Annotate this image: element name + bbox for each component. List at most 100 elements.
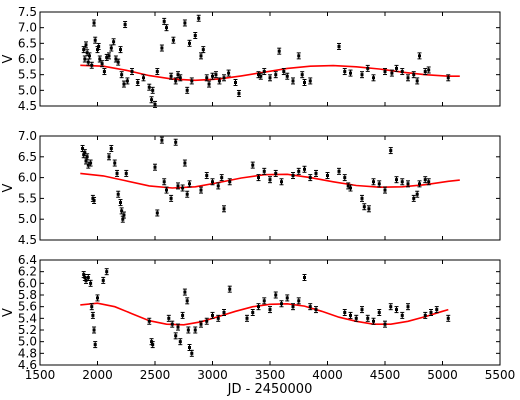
- data-point: [268, 74, 272, 82]
- marker: [101, 278, 105, 282]
- marker: [120, 73, 124, 77]
- marker: [423, 178, 427, 182]
- marker: [367, 207, 371, 211]
- marker: [429, 311, 433, 314]
- marker: [282, 70, 286, 74]
- marker: [205, 174, 209, 178]
- marker: [185, 299, 189, 303]
- data-point: [273, 71, 278, 79]
- data-point: [182, 159, 187, 167]
- y-tick-label: 4.6: [18, 358, 37, 372]
- marker: [245, 316, 249, 320]
- marker: [201, 48, 205, 52]
- data-point: [199, 320, 203, 328]
- marker: [400, 313, 404, 317]
- data-point: [371, 74, 376, 82]
- data-point: [119, 71, 124, 79]
- marker: [100, 62, 104, 66]
- marker: [377, 182, 381, 186]
- data-point: [308, 174, 313, 182]
- marker: [251, 311, 255, 314]
- marker: [120, 209, 124, 213]
- data-point: [88, 159, 93, 167]
- data-point: [222, 205, 226, 213]
- data-point: [92, 196, 97, 204]
- data-point: [216, 182, 221, 190]
- fit-curve: [80, 302, 449, 326]
- marker: [257, 305, 260, 309]
- data-point: [92, 326, 97, 334]
- marker: [303, 167, 306, 171]
- data-point: [149, 96, 154, 104]
- marker: [268, 178, 272, 182]
- data-point: [423, 68, 428, 76]
- marker: [155, 70, 159, 74]
- data-point: [394, 306, 399, 314]
- data-point: [325, 172, 330, 180]
- data-point: [101, 276, 106, 284]
- panel-3: 4.64.85.05.25.45.65.86.06.26.4 1500 2000 25…: [1, 253, 515, 382]
- marker: [285, 296, 289, 300]
- x-tick-label: 4000: [312, 368, 343, 382]
- marker: [412, 196, 416, 200]
- marker: [122, 213, 126, 217]
- y-tick-label: 5.6: [18, 300, 37, 314]
- data-point: [415, 77, 420, 85]
- data-point: [213, 71, 218, 79]
- data-point: [196, 14, 201, 22]
- data-point: [256, 174, 261, 182]
- marker: [372, 319, 375, 323]
- marker: [423, 70, 427, 74]
- data-point: [262, 68, 267, 76]
- data-point: [119, 207, 124, 215]
- marker: [395, 178, 398, 182]
- marker: [183, 161, 187, 165]
- marker: [89, 161, 93, 165]
- marker: [109, 46, 113, 50]
- data-point: [185, 86, 190, 94]
- marker: [171, 38, 175, 42]
- data-point: [150, 341, 155, 349]
- marker: [217, 79, 221, 83]
- marker: [383, 70, 387, 74]
- marker: [181, 313, 185, 317]
- data-point: [155, 68, 160, 76]
- data-point: [360, 71, 364, 79]
- marker: [85, 51, 89, 55]
- marker: [291, 79, 295, 83]
- data-point: [82, 55, 87, 63]
- data-point: [446, 74, 451, 82]
- data-point: [417, 52, 422, 60]
- marker: [185, 88, 189, 92]
- marker: [372, 76, 375, 80]
- marker: [205, 319, 209, 323]
- data-point: [178, 338, 183, 346]
- data-point: [222, 74, 226, 82]
- data-point: [173, 138, 178, 146]
- data-point: [360, 306, 364, 314]
- data-point: [268, 306, 272, 314]
- marker: [337, 44, 341, 48]
- marker: [383, 188, 387, 192]
- marker: [199, 322, 203, 326]
- x-tick-label: 3500: [255, 368, 286, 382]
- data-point: [87, 52, 92, 60]
- y-tick-label: 6.0: [18, 171, 37, 185]
- marker: [277, 49, 281, 53]
- data-point: [173, 332, 178, 340]
- marker: [199, 54, 203, 58]
- data-point: [93, 36, 98, 44]
- marker: [314, 308, 318, 312]
- data-point: [164, 186, 169, 194]
- data-point: [81, 46, 86, 54]
- marker: [406, 76, 410, 80]
- marker: [151, 88, 155, 92]
- data-point: [204, 317, 209, 325]
- data-point: [135, 79, 140, 86]
- marker: [116, 60, 120, 64]
- marker: [297, 299, 301, 303]
- data-point: [107, 153, 111, 161]
- marker: [174, 79, 178, 83]
- marker: [97, 44, 101, 48]
- marker: [308, 79, 312, 83]
